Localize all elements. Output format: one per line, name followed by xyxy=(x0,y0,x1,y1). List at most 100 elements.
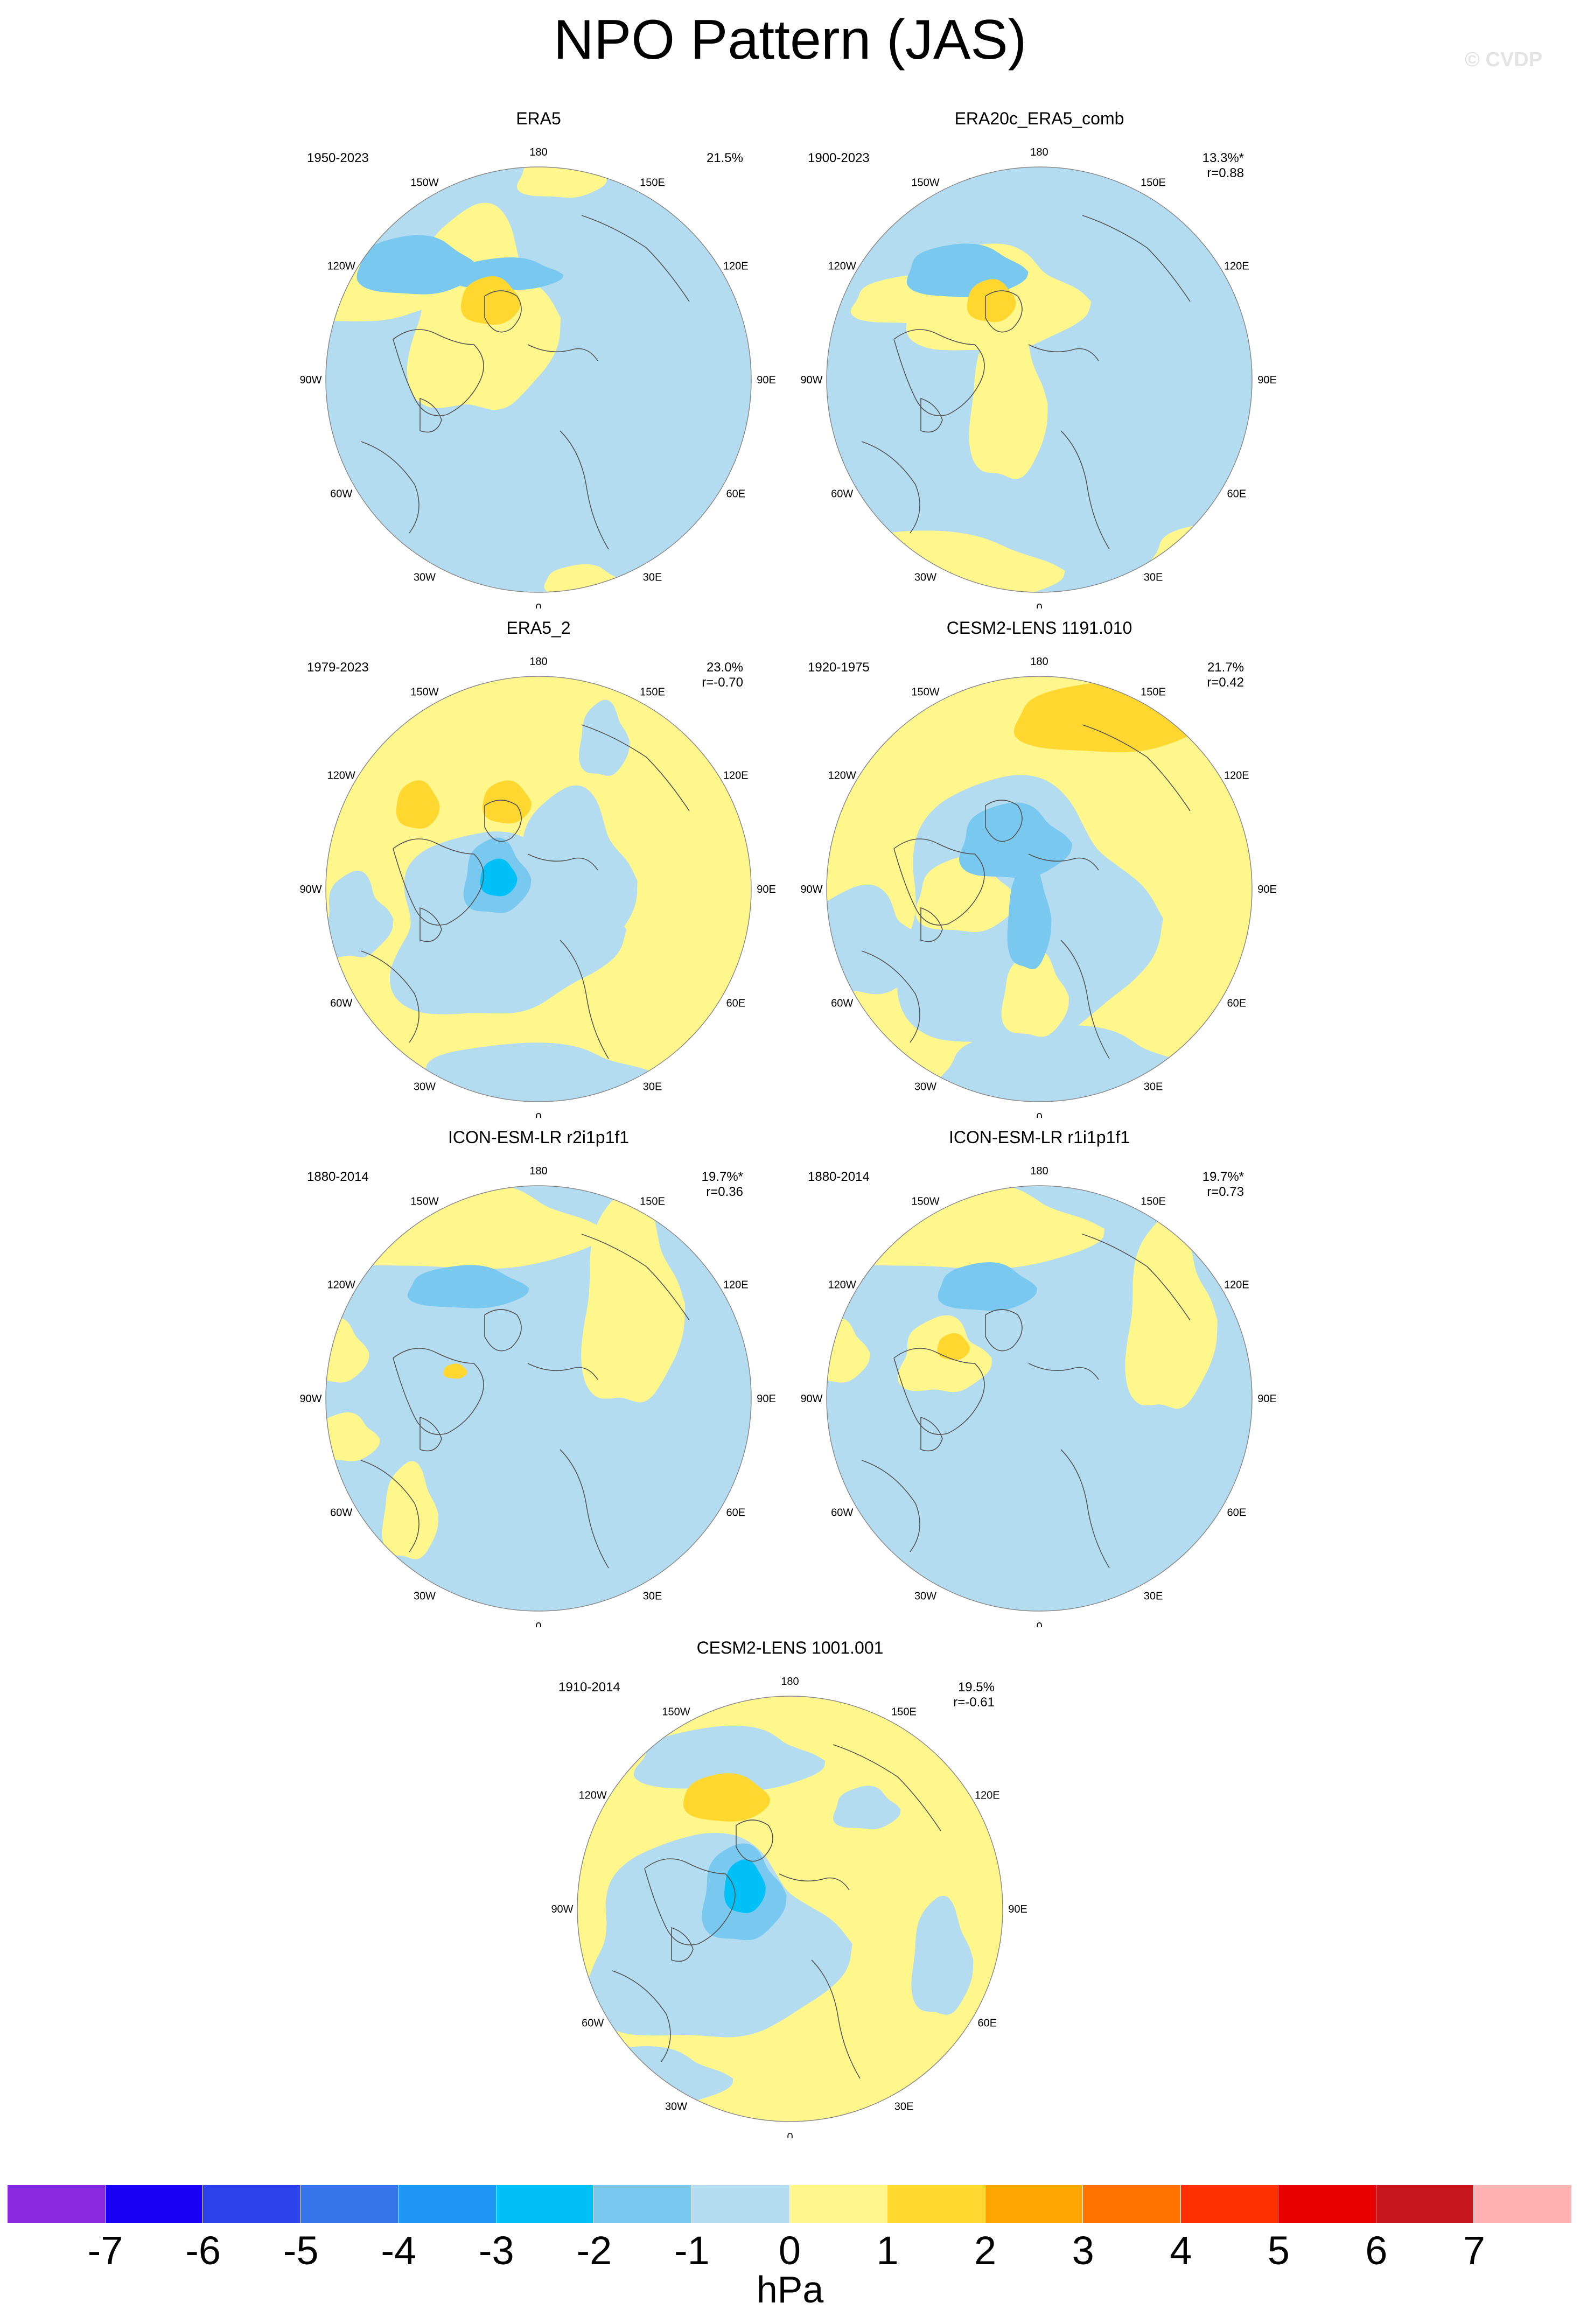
longitude-label: 60W xyxy=(831,488,853,500)
coastline xyxy=(833,1744,941,1831)
coastline xyxy=(527,1363,598,1380)
coastline xyxy=(581,215,690,302)
coastline xyxy=(920,907,943,942)
longitude-label: 0 xyxy=(787,2131,793,2138)
coastline xyxy=(581,724,690,811)
longitude-label: 30W xyxy=(414,1590,436,1602)
longitude-label: 60W xyxy=(330,998,352,1010)
longitude-label: 120W xyxy=(828,770,856,782)
coastline xyxy=(811,1959,861,2079)
coastline xyxy=(484,290,522,333)
longitude-label: 60E xyxy=(726,998,746,1010)
longitude-label: 150W xyxy=(662,1706,690,1718)
coastline xyxy=(612,1970,671,2063)
panel-correlation: r=0.36 xyxy=(706,1185,743,1199)
longitude-label: 30E xyxy=(1144,1590,1163,1602)
longitude-label: 150E xyxy=(1141,1196,1166,1208)
longitude-label: 30W xyxy=(665,2101,687,2112)
colorbar xyxy=(8,2185,1572,2223)
longitude-label: 0 xyxy=(1036,1111,1042,1118)
map-panel-era5-2: ERA5_2 1979-2023 23.0% r=-0.70 180 150E 12… xyxy=(280,617,797,1118)
longitude-label: 90W xyxy=(551,1903,573,1915)
longitude-label: 180 xyxy=(529,656,547,668)
colorbar-box xyxy=(887,2185,985,2223)
contour-fill xyxy=(396,780,440,829)
longitude-label: 30W xyxy=(414,1081,436,1093)
polar-map: 180 150E 120E 90E 60E 30E 0 30W 60W 90W 120W 150W xyxy=(299,656,775,1118)
coastline xyxy=(893,1348,985,1435)
contour-fill xyxy=(1001,949,1069,1037)
longitude-label: 120E xyxy=(1224,1279,1249,1291)
longitude-label: 180 xyxy=(529,1165,547,1177)
coastline xyxy=(861,1460,920,1552)
longitude-label: 0 xyxy=(535,1111,541,1118)
longitude-label: 150E xyxy=(1141,687,1166,698)
contour-fill xyxy=(356,235,479,295)
coastline xyxy=(1028,1363,1099,1380)
polar-map: 180 150E 120E 90E 60E 30E 0 30W 60W 90W 120W 150W xyxy=(299,1165,775,1627)
panel-period: 1950-2023 xyxy=(307,151,369,165)
colorbar-tick-label: 3 xyxy=(1072,2228,1094,2273)
panel-title: ERA5_2 xyxy=(506,618,571,638)
longitude-label: 60W xyxy=(582,2018,604,2029)
colorbar-box xyxy=(203,2185,301,2223)
contour-fill xyxy=(407,1265,529,1308)
colorbar-tick-label: -4 xyxy=(381,2228,417,2273)
map-boundary xyxy=(826,676,1253,1102)
coastline xyxy=(560,940,609,1059)
longitude-label: 90W xyxy=(299,1393,321,1405)
longitude-label: 0 xyxy=(1036,602,1042,608)
colorbar-tick-label: -6 xyxy=(185,2228,221,2273)
coastline xyxy=(1060,1449,1110,1569)
map-field xyxy=(577,1696,1003,2122)
contour-fill xyxy=(409,1042,658,1102)
longitude-label: 60E xyxy=(1227,998,1247,1010)
panel-title: ERA20c_ERA5_comb xyxy=(954,109,1124,128)
colorbar-tick-label: 1 xyxy=(876,2228,899,2273)
longitude-label: 90E xyxy=(1257,884,1277,895)
coastline xyxy=(360,950,420,1043)
longitude-label: 120E xyxy=(975,1790,1000,1802)
longitude-label: 90W xyxy=(800,1393,822,1405)
longitude-label: 90E xyxy=(1257,1393,1277,1405)
panel-period: 1900-2023 xyxy=(808,151,870,165)
contour-fill xyxy=(938,1262,1037,1311)
field-background xyxy=(827,167,1252,592)
map-boundary xyxy=(325,1185,752,1612)
colorbar-box xyxy=(300,2185,399,2223)
contour-fill xyxy=(443,1363,467,1379)
longitude-label: 0 xyxy=(535,602,541,608)
longitude-label: 150E xyxy=(640,687,665,698)
longitude-label: 0 xyxy=(535,1621,541,1627)
panel-correlation: r=0.73 xyxy=(1207,1185,1244,1199)
longitude-label: 120W xyxy=(327,1279,355,1291)
colorbar-tick-label: -5 xyxy=(283,2228,319,2273)
coastline xyxy=(420,907,442,942)
panel-title: ICON-ESM-LR r1i1p1f1 xyxy=(948,1128,1130,1147)
coastline xyxy=(420,397,442,433)
panel-explained-variance: 23.0% xyxy=(706,660,743,675)
map-panel-cesm2-lens-1191-010: CESM2-LENS 1191.010 1920-1975 21.7% r=0.… xyxy=(781,617,1298,1118)
colorbar-box xyxy=(985,2185,1083,2223)
colorbar-tick-label: -1 xyxy=(674,2228,710,2273)
contour-fill xyxy=(326,1317,369,1383)
longitude-label: 30E xyxy=(894,2101,914,2112)
coastline xyxy=(920,397,943,433)
longitude-label: 30W xyxy=(414,571,436,583)
polar-map: 180 150E 120E 90E 60E 30E 0 30W 60W 90W 120W 150W xyxy=(551,1676,1027,2138)
colorbar-tick-label: 4 xyxy=(1170,2228,1192,2273)
colorbar-tick-label: -2 xyxy=(576,2228,612,2273)
coastline xyxy=(393,329,484,416)
longitude-label: 60E xyxy=(1227,1507,1247,1519)
longitude-label: 150E xyxy=(640,1196,665,1208)
longitude-label: 30E xyxy=(643,571,662,583)
longitude-label: 90E xyxy=(1008,1903,1027,1915)
longitude-label: 150W xyxy=(911,687,939,698)
watermark: © CVDP xyxy=(1465,48,1543,71)
contour-fill xyxy=(382,1461,438,1559)
longitude-label: 60E xyxy=(726,488,746,500)
longitude-label: 0 xyxy=(1036,1621,1042,1627)
map-panel-era5: ERA5 1950-2023 21.5% 180 150E 120E 90E 60E 30… xyxy=(280,108,797,608)
contour-fill xyxy=(581,1186,686,1403)
coastline xyxy=(484,800,522,842)
